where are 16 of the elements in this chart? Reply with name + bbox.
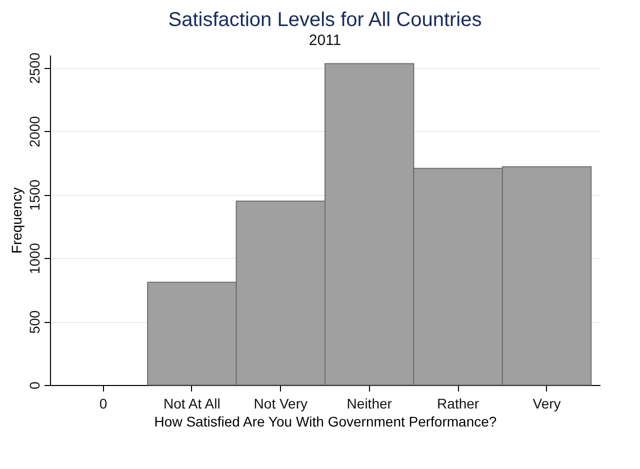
y-axis-title: Frequency [8, 187, 24, 254]
chart-subtitle: 2011 [308, 32, 342, 50]
x-tick-label: Not At All [164, 396, 220, 412]
x-axis-title: How Satisfied Are You With Government Performance? [154, 414, 497, 430]
y-tick-label: 1500 [26, 179, 42, 211]
x-tick-label: 0 [99, 396, 108, 412]
x-tick-label: Neither [346, 396, 392, 412]
y-tick-label: 2000 [26, 116, 42, 148]
y-tick-label: 2500 [26, 52, 42, 84]
x-tick-label: Rather [437, 396, 480, 412]
chart-title: Satisfaction Levels for All Countries [168, 9, 482, 32]
x-tick-label: Very [532, 396, 561, 412]
y-tick-label: 1000 [26, 242, 42, 274]
x-tick-label: Not Very [254, 396, 308, 412]
y-tick-label: 0 [26, 381, 42, 390]
y-tick-label: 500 [26, 310, 42, 334]
